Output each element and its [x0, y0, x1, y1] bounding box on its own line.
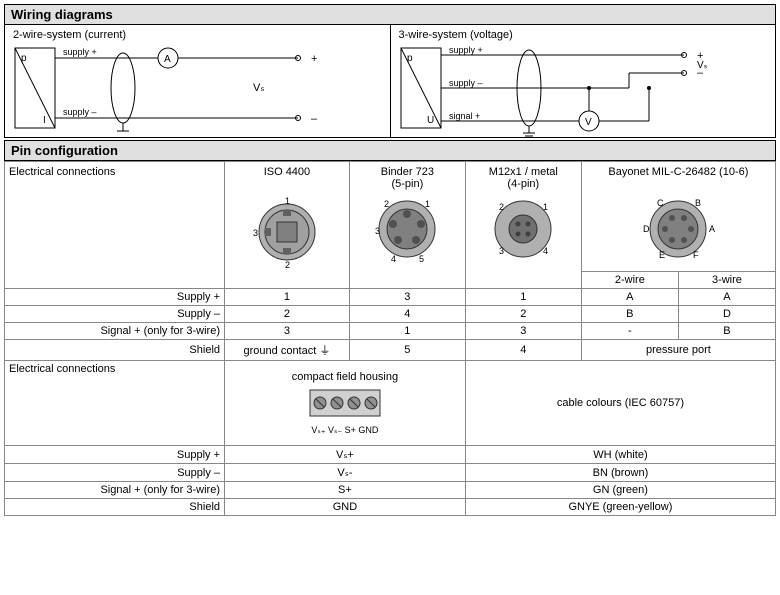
- binder-icon: 2 1 3 4 5: [367, 192, 447, 267]
- wiring-2wire-title: 2-wire-system (current): [13, 29, 382, 41]
- svg-text:U: U: [427, 115, 434, 126]
- svg-text:2: 2: [285, 260, 290, 270]
- svg-text:D: D: [643, 224, 650, 234]
- bayonet-3wire-label: 3-wire: [678, 272, 775, 289]
- svg-text:supply +: supply +: [63, 47, 97, 57]
- bayonet-icon: A B C D E F: [633, 192, 723, 267]
- cable-colours-cell: cable colours (IEC 60757): [465, 361, 775, 446]
- svg-text:C: C: [657, 198, 664, 208]
- svg-text:F: F: [693, 250, 699, 260]
- svg-text:signal +: signal +: [449, 111, 480, 121]
- svg-text:1: 1: [543, 202, 548, 212]
- svg-text:1: 1: [285, 196, 290, 206]
- wiring-header: Wiring diagrams: [4, 4, 776, 25]
- svg-text:–: –: [311, 113, 318, 125]
- compact-field-cell: compact field housing Vₛ₊ Vₛ₋ S+ GND: [225, 361, 466, 446]
- bayonet-2wire-label: 2-wire: [581, 272, 678, 289]
- svg-text:A: A: [164, 54, 171, 65]
- pin-table: Electrical connections ISO 4400 1 2 3 Bi…: [4, 161, 776, 516]
- svg-text:Vₛ: Vₛ: [697, 60, 708, 71]
- svg-text:I: I: [43, 115, 46, 126]
- electrical-connections-label-2: Electrical connections: [5, 361, 225, 446]
- svg-text:p: p: [21, 53, 27, 64]
- svg-text:1: 1: [425, 199, 430, 209]
- iso4400-icon: 1 2 3: [247, 192, 327, 272]
- svg-text:+: +: [311, 53, 317, 65]
- row-signal: Signal + (only for 3-wire) 3 1 3 - B: [5, 323, 776, 340]
- pin-header: Pin configuration: [4, 140, 776, 161]
- svg-text:2: 2: [384, 199, 389, 209]
- wiring-3wire-title: 3-wire-system (voltage): [399, 29, 768, 41]
- wiring-2wire-diagram: p I A supply + + supply – – Vₛ: [13, 43, 343, 133]
- row-supply-minus: Supply – 2 4 2 B D: [5, 306, 776, 323]
- terminal-block-icon: [305, 385, 385, 423]
- conn-bayonet: Bayonet MIL-C-26482 (10-6) A B C D E F: [581, 162, 775, 272]
- row-c-signal: Signal + (only for 3-wire) S+ GN (green): [5, 482, 776, 499]
- row-c-supply-plus: Supply + Vₛ+ WH (white): [5, 446, 776, 464]
- svg-text:supply –: supply –: [449, 78, 483, 88]
- svg-text:5: 5: [419, 254, 424, 264]
- svg-text:A: A: [709, 224, 715, 234]
- svg-text:supply –: supply –: [63, 107, 97, 117]
- wiring-3wire-diagram: p U supply + + supply – – Vₛ signal + V: [399, 43, 729, 138]
- svg-text:3: 3: [375, 226, 380, 236]
- row-c-shield: Shield GND GNYE (green-yellow): [5, 499, 776, 516]
- svg-text:supply +: supply +: [449, 45, 483, 55]
- svg-text:p: p: [407, 53, 413, 64]
- row-c-supply-minus: Supply – Vₛ- BN (brown): [5, 464, 776, 482]
- svg-text:V: V: [585, 117, 592, 128]
- row-shield: Shield ground contact ⏚ 5 4 pressure por…: [5, 340, 776, 361]
- wiring-2wire: 2-wire-system (current) p I A supply + +…: [5, 25, 391, 137]
- svg-text:4: 4: [543, 246, 548, 256]
- m12-icon: 2 1 4 3: [483, 192, 563, 267]
- svg-text:4: 4: [391, 254, 396, 264]
- svg-text:Vₛ: Vₛ: [253, 82, 264, 94]
- conn-iso4400: ISO 4400 1 2 3: [225, 162, 350, 289]
- conn-binder: Binder 723(5-pin) 21 3 45: [349, 162, 465, 289]
- svg-text:E: E: [659, 250, 665, 260]
- conn-m12: M12x1 / metal(4-pin) 21 43: [465, 162, 581, 289]
- wiring-3wire: 3-wire-system (voltage) p U supply + + s…: [391, 25, 776, 137]
- row-supply-plus: Supply + 1 3 1 A A: [5, 289, 776, 306]
- svg-text:2: 2: [499, 202, 504, 212]
- svg-text:3: 3: [499, 246, 504, 256]
- svg-text:3: 3: [253, 228, 258, 238]
- electrical-connections-label: Electrical connections: [5, 162, 225, 289]
- wiring-container: 2-wire-system (current) p I A supply + +…: [4, 25, 776, 138]
- svg-text:B: B: [695, 198, 701, 208]
